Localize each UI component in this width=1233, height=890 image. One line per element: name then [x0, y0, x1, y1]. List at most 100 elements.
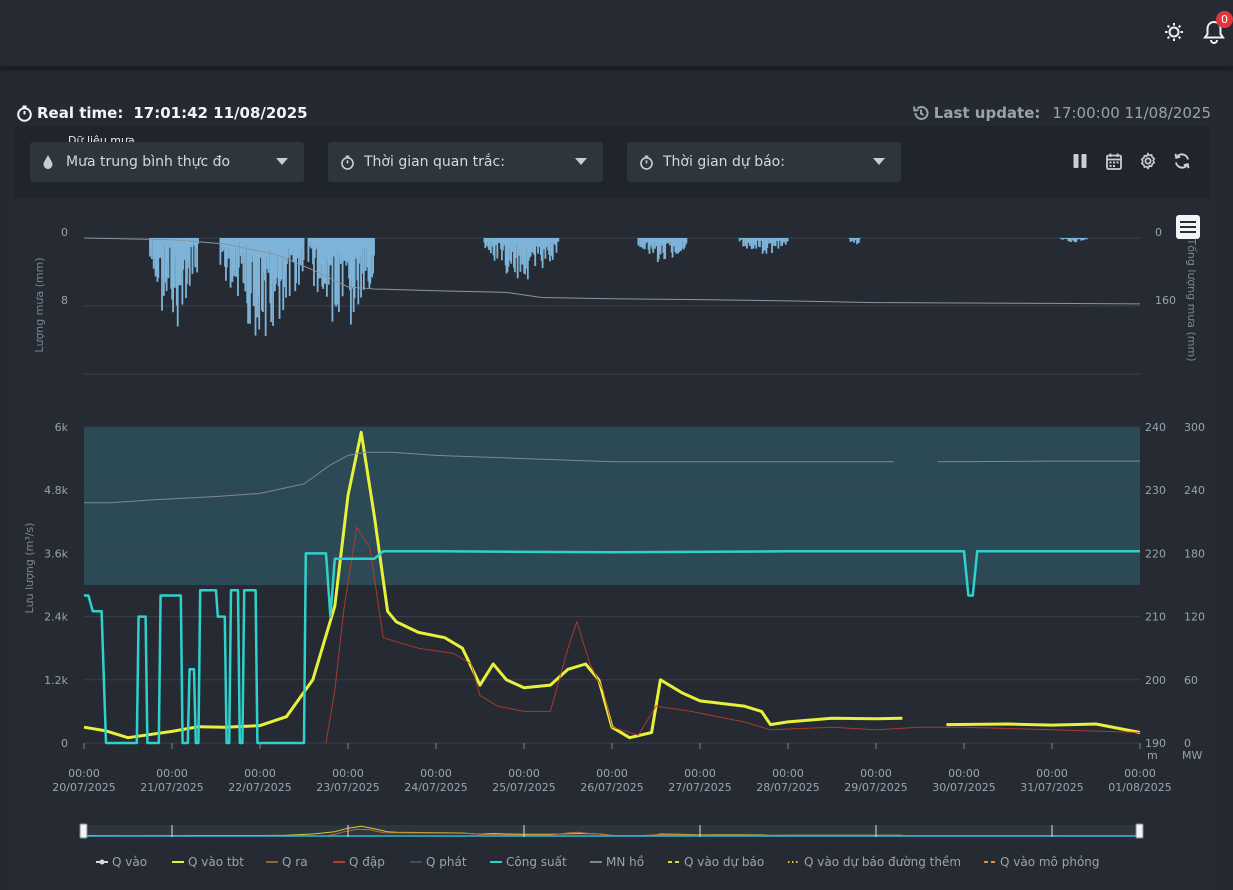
observe-select-value: Thời gian quan trắc:	[364, 154, 505, 170]
rain-bar-268	[531, 238, 534, 249]
rain-bar-437	[1080, 238, 1083, 241]
rain-bar-227	[493, 238, 496, 261]
rain-bar-415	[1059, 238, 1062, 240]
rain-bar-302	[642, 238, 644, 249]
rain-bar-111	[273, 238, 275, 260]
rain-bar-405	[850, 238, 853, 240]
rain-bar-25	[172, 238, 174, 313]
rain-bar-156	[318, 238, 321, 276]
flow-y2-tick-4: 230	[1145, 484, 1166, 497]
rain-bar-14	[162, 238, 164, 278]
refresh-icon[interactable]	[1171, 150, 1193, 172]
rain-bar-74	[238, 238, 241, 244]
rain-bar-143	[302, 238, 305, 261]
rain-bar-72	[237, 238, 239, 296]
sun-icon[interactable]	[1160, 18, 1188, 46]
rain-bar-179	[339, 238, 342, 264]
rain-bar-18	[165, 238, 168, 292]
rain-bar-314	[653, 238, 656, 241]
rain-bar-297	[637, 238, 640, 246]
flow-y3-tick-2: 120	[1184, 611, 1205, 624]
rain-bar-130	[290, 238, 293, 256]
chart-menu-button[interactable]	[1176, 215, 1200, 239]
rain-bar-277	[539, 238, 542, 255]
rain-bar-433	[1076, 238, 1079, 239]
rain-bar-59	[225, 238, 227, 281]
rain-bar-192	[351, 238, 354, 289]
rain-bar-5	[153, 238, 156, 258]
rain-bar-202	[361, 238, 363, 274]
rain-bar-296	[557, 238, 560, 242]
rain-bar-23	[170, 238, 173, 289]
rain-bar-383	[769, 238, 771, 244]
rain-bar-272	[535, 238, 538, 246]
rain-bar-194	[353, 238, 356, 299]
rain-bar-22	[169, 238, 172, 248]
rain-bar-80	[244, 238, 247, 292]
flow-band	[84, 427, 1140, 585]
rain-bar-253	[517, 238, 520, 256]
observe-time-select[interactable]: Thời gian quan trắc:	[328, 142, 603, 182]
rain-bar-364	[751, 238, 754, 244]
forecast-time-select[interactable]: Thời gian dự báo:	[627, 142, 901, 182]
flow-y2-tick-5: 240	[1145, 421, 1166, 434]
rain-bar-385	[771, 238, 773, 254]
rain-bar-140	[299, 238, 302, 266]
rain-bar-199	[358, 238, 361, 264]
rain-bar-352	[740, 238, 743, 240]
rain-bar-219	[486, 238, 489, 243]
settings-icon[interactable]	[1137, 150, 1159, 172]
rain-bar-217	[484, 238, 487, 249]
rain-bar-309	[648, 238, 651, 254]
x-tick-time-7: 00:00	[684, 767, 716, 780]
stopwatch-icon	[639, 155, 657, 170]
rain-bar-93	[256, 238, 259, 318]
rain-bar-15	[162, 238, 165, 296]
rain-data-select[interactable]: Mưa trung bình thực đo	[30, 142, 304, 182]
x-tick-time-3: 00:00	[332, 767, 364, 780]
rain-bar-419	[1063, 238, 1066, 239]
rain-bar-205	[363, 238, 366, 250]
calendar-icon[interactable]	[1103, 150, 1125, 172]
rain-bar-301	[641, 238, 643, 248]
rain-bar-6	[154, 238, 157, 277]
rain-bar-336	[673, 238, 676, 244]
drop-icon	[42, 154, 60, 170]
rain-y-tick-1: 8	[61, 294, 68, 307]
rain-bar-249	[513, 238, 516, 273]
rain-y2-tick-0: 0	[1155, 226, 1162, 239]
rain-bar-52	[197, 238, 199, 244]
rain-bar-203	[362, 238, 364, 249]
navigator-handle-right[interactable]	[1135, 823, 1144, 839]
flow-y2-tick-0: 190	[1145, 737, 1166, 750]
rain-bar-428	[1071, 238, 1074, 241]
rain-bar-416	[1060, 238, 1063, 239]
rain-bar-187	[347, 238, 350, 262]
rain-bar-200	[359, 238, 362, 257]
rain-bar-327	[665, 238, 668, 244]
rain-bar-12	[160, 238, 162, 257]
rain-bar-244	[509, 238, 512, 261]
rain-bar-70	[235, 238, 238, 277]
rain-bar-155	[317, 238, 320, 279]
rain-bar-45	[190, 238, 193, 248]
rain-bar-290	[551, 238, 554, 260]
x-tick-date-6: 26/07/2025	[580, 781, 643, 794]
rain-bar-397	[782, 238, 784, 241]
rain-bar-2	[150, 238, 153, 260]
x-tick-time-12: 00:00	[1124, 767, 1156, 780]
rain-bar-423	[1067, 238, 1070, 241]
rain-bar-324	[662, 238, 665, 253]
rain-bar-404	[849, 238, 852, 243]
rain-bar-168	[329, 238, 332, 266]
rain-bar-238	[503, 238, 506, 245]
rain-bar-141	[300, 238, 303, 249]
rain-bar-226	[492, 238, 495, 256]
pause-icon[interactable]	[1069, 150, 1091, 172]
navigator-handle-left[interactable]	[79, 823, 88, 839]
rain-bar-426	[1070, 238, 1072, 242]
rain-bar-411	[856, 238, 858, 245]
rain-bar-231	[497, 238, 500, 243]
rain-bar-153	[315, 238, 318, 247]
